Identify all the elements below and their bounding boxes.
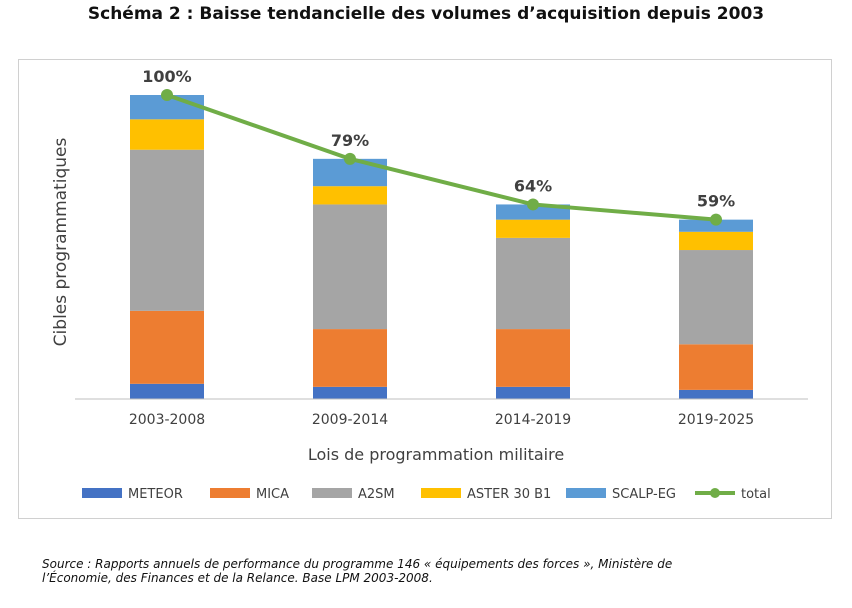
legend-label: METEOR <box>128 487 183 502</box>
total-data-label: 64% <box>514 176 552 195</box>
source-line-2: l’Économie, des Finances et de la Relanc… <box>42 571 433 585</box>
bar-segment-mica <box>313 329 387 387</box>
bars-group <box>130 95 753 399</box>
stacked-bar-chart: 2003-2008 2009-2014 2014-2019 2019-2025 100… <box>51 67 808 502</box>
bar-segment-scalp-eg <box>496 204 570 220</box>
legend-label: total <box>741 487 771 502</box>
legend-swatch-marker <box>710 488 720 498</box>
legend-item: A2SM <box>312 487 395 502</box>
total-point <box>710 213 722 226</box>
bar-segment-a2sm <box>313 204 387 330</box>
legend-swatch <box>210 488 250 498</box>
bar-segment-meteor <box>130 383 204 399</box>
legend: METEOR MICA A2SM ASTER 30 B1 SCALP-EG total <box>82 487 771 502</box>
total-data-label: 100% <box>142 67 191 86</box>
bar-segment-aster-30-b1 <box>679 231 753 251</box>
bar-segment-mica <box>496 329 570 387</box>
legend-label: ASTER 30 B1 <box>467 487 551 502</box>
legend-swatch <box>566 488 606 498</box>
x-axis-title: Lois de programmation militaire <box>308 445 564 464</box>
legend-item: MICA <box>210 487 289 502</box>
x-tick-labels: 2003-2008 2009-2014 2014-2019 2019-2025 <box>129 412 754 428</box>
legend-swatch <box>421 488 461 498</box>
total-point <box>161 89 173 101</box>
total-line-series <box>161 89 722 226</box>
bar-segment-aster-30-b1 <box>130 119 204 150</box>
bar-segment-a2sm <box>679 250 753 345</box>
y-axis-title: Cibles programmatiques <box>51 138 71 347</box>
source-line-1: Source : Rapports annuels de performance… <box>42 557 673 571</box>
bar-segment-meteor <box>313 386 387 399</box>
x-tick-label: 2019-2025 <box>678 412 754 428</box>
x-tick-label: 2009-2014 <box>312 412 388 428</box>
chart-title: Schéma 2 : Baisse tendancielle des volum… <box>87 4 765 24</box>
bar-segment-mica <box>130 310 204 384</box>
legend-item: METEOR <box>82 487 183 502</box>
legend-swatch <box>312 488 352 498</box>
legend-item: SCALP-EG <box>566 487 676 502</box>
total-data-label: 59% <box>697 192 735 211</box>
legend-swatch <box>82 488 122 498</box>
total-point <box>344 152 356 165</box>
data-labels: 100% 79% 64% 59% <box>142 67 735 211</box>
bar-segment-aster-30-b1 <box>496 219 570 238</box>
x-tick-label: 2014-2019 <box>495 412 571 428</box>
total-data-label: 79% <box>331 131 369 150</box>
bar-segment-meteor <box>496 386 570 399</box>
legend-item: ASTER 30 B1 <box>421 487 551 502</box>
bar-segment-aster-30-b1 <box>313 186 387 205</box>
legend-label: MICA <box>256 487 289 502</box>
bar-segment-meteor <box>679 389 753 399</box>
x-tick-label: 2003-2008 <box>129 412 205 428</box>
bar-segment-a2sm <box>130 149 204 311</box>
legend-item: total <box>695 487 771 502</box>
bar-segment-mica <box>679 344 753 390</box>
legend-label: SCALP-EG <box>612 487 676 502</box>
total-point <box>527 198 539 211</box>
bar-segment-scalp-eg <box>679 219 753 232</box>
bar-segment-a2sm <box>496 237 570 330</box>
source-note: Source : Rapports annuels de performance… <box>42 557 822 585</box>
legend-label: A2SM <box>358 487 395 502</box>
total-line <box>166 93 717 222</box>
